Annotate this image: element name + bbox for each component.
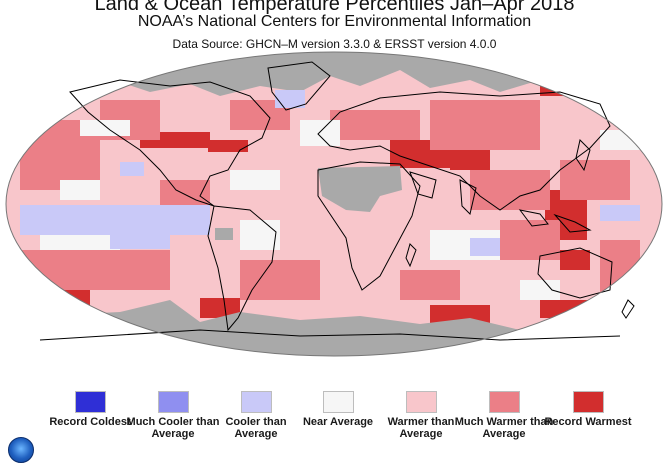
legend-item: Much Cooler than Average bbox=[123, 391, 223, 440]
no-data-patch bbox=[215, 228, 233, 240]
much-warmer-patch bbox=[330, 110, 420, 140]
legend-label: Record Warmest bbox=[544, 416, 632, 428]
near-average-patch bbox=[300, 120, 340, 146]
much-warmer-patch bbox=[560, 160, 630, 200]
much-warmer-patch bbox=[430, 100, 540, 150]
cooler-patch bbox=[600, 205, 640, 221]
legend-swatch bbox=[572, 391, 604, 413]
near-average-patch bbox=[240, 220, 280, 250]
legend-label: Much Cooler than Average bbox=[126, 416, 220, 440]
much-warmer-patch bbox=[500, 220, 560, 260]
legend-item: Record Warmest bbox=[538, 391, 638, 428]
record-warm-patch bbox=[560, 250, 590, 270]
data-source: Data Source: GHCN–M version 3.3.0 & ERSS… bbox=[172, 37, 497, 51]
much-warmer-patch bbox=[20, 250, 170, 290]
legend-item: Much Warmer than Average bbox=[454, 391, 554, 440]
legend-swatch bbox=[405, 391, 437, 413]
near-average-patch bbox=[520, 280, 560, 300]
record-warm-patch bbox=[200, 298, 240, 318]
record-warm-patch bbox=[450, 150, 490, 170]
legend-swatch bbox=[488, 391, 520, 413]
legend-item: Record Coldest bbox=[40, 391, 140, 428]
antarctica-no-data bbox=[6, 300, 662, 356]
cooler-patch bbox=[120, 162, 144, 176]
legend-label: Near Average bbox=[302, 416, 374, 428]
near-average-patch bbox=[40, 235, 120, 250]
globe-outline bbox=[5, 51, 663, 357]
legend-item: Warmer than Average bbox=[371, 391, 471, 440]
noaa-logo-icon bbox=[8, 437, 34, 463]
coastlines bbox=[39, 61, 635, 341]
legend-label: Cooler than Average bbox=[225, 416, 287, 440]
legend-item: Cooler than Average bbox=[206, 391, 306, 440]
cooler-patch bbox=[470, 238, 500, 256]
much-warmer-patch bbox=[470, 170, 550, 210]
legend-swatch bbox=[322, 391, 354, 413]
map-subtitle: NOAA’s National Centers for Environmenta… bbox=[137, 13, 532, 30]
legend-label: Record Coldest bbox=[49, 416, 131, 428]
legend-label: Much Warmer than Average bbox=[454, 416, 554, 440]
near-average-patch bbox=[60, 180, 100, 200]
near-average-patch bbox=[80, 120, 130, 136]
near-average-patch bbox=[60, 322, 130, 340]
cooler-patch bbox=[110, 225, 170, 249]
much-warmer-patch bbox=[240, 260, 320, 300]
near-average-patch bbox=[600, 130, 640, 150]
legend-label: Warmer than Average bbox=[387, 416, 455, 440]
much-warmer-patch bbox=[400, 270, 460, 300]
sahara-no-data bbox=[318, 166, 402, 212]
legend-item: Near Average bbox=[288, 391, 388, 428]
cooler-patch bbox=[275, 90, 305, 108]
map-title: Land & Ocean Temperature Percentiles Jan… bbox=[94, 0, 575, 15]
world-map bbox=[5, 51, 663, 357]
legend-swatch bbox=[157, 391, 189, 413]
near-average-patch bbox=[230, 170, 280, 190]
legend-swatch bbox=[240, 391, 272, 413]
legend-swatch bbox=[74, 391, 106, 413]
record-warm-patch bbox=[208, 140, 248, 152]
